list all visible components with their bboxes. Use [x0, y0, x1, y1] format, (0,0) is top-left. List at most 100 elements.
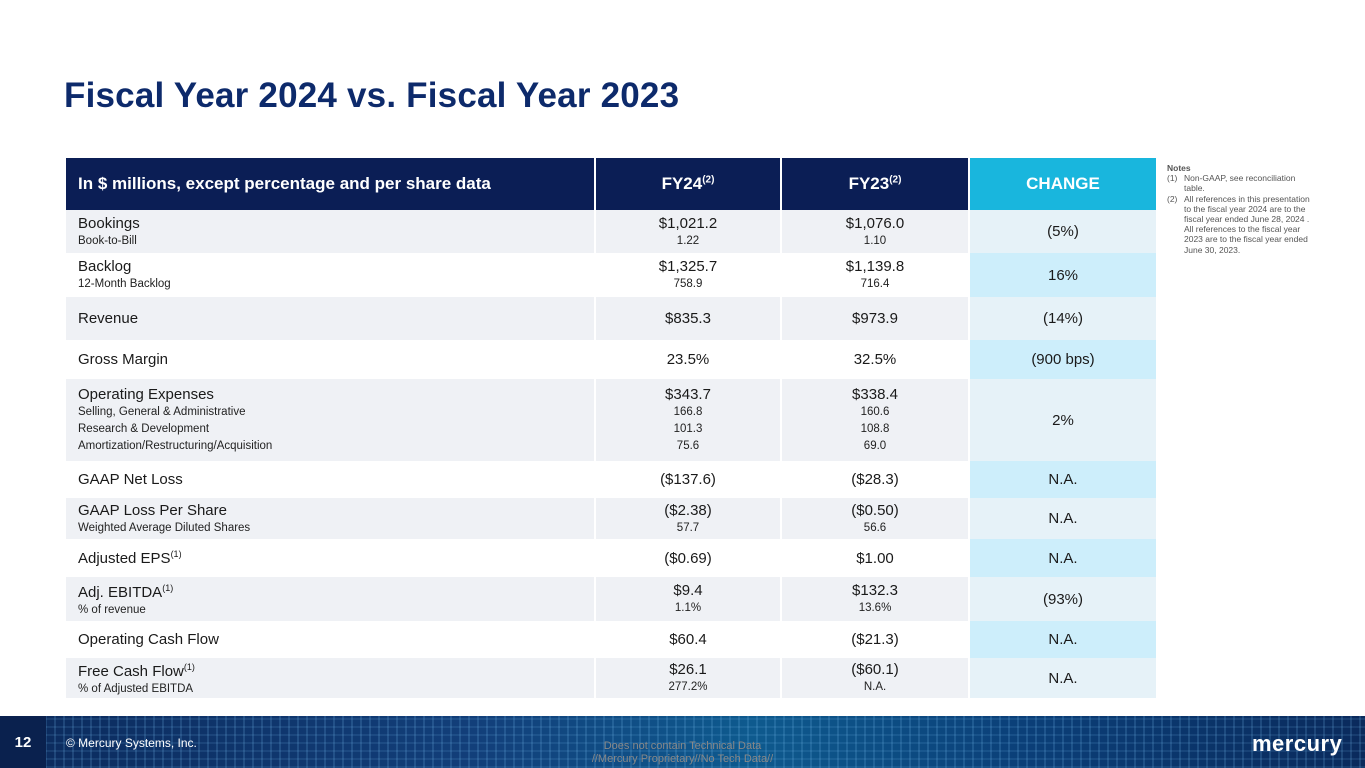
table-header-row: In $ millions, except percentage and per… — [66, 158, 1156, 210]
fy24-sub-value: 277.2% — [668, 681, 708, 693]
row-label: Backlog — [78, 258, 132, 275]
fy24-cell: $9.4 1.1% — [595, 577, 782, 621]
note-item: (1) Non-GAAP, see reconciliation table. — [1167, 173, 1317, 193]
row-label-cell: Free Cash Flow(1) % of Adjusted EBITDA — [66, 658, 596, 698]
footer-bar — [0, 716, 1365, 768]
fy23-value: $973.9 — [781, 297, 970, 340]
fy23-value: $1,139.8 — [845, 258, 905, 275]
table-row: GAAP Net Loss ($137.6) ($28.3) N.A. — [66, 461, 1156, 498]
note-number: (2) — [1167, 193, 1178, 204]
fy23-cell: ($0.50) 56.6 — [781, 498, 970, 539]
table-row: Operating Cash Flow $60.4 ($21.3) N.A. — [66, 621, 1156, 658]
change-value: N.A. — [969, 658, 1156, 698]
header-fy24-note: (2) — [702, 174, 715, 186]
fy23-value: $338.4 — [852, 386, 898, 403]
footnote-ref: (1) — [183, 662, 195, 672]
sub-label: Selling, General & Administrative — [78, 406, 246, 418]
fy24-sub-value: 101.3 — [673, 423, 703, 435]
fy23-sub-value: 160.6 — [860, 406, 890, 418]
note-item: (2) All references in this presentation … — [1167, 194, 1317, 255]
fy24-cell: ($2.38) 57.7 — [595, 498, 782, 539]
fy23-sub-value: 108.8 — [860, 423, 890, 435]
row-label-line: Adj. EBITDA(1) — [78, 579, 594, 602]
fy23-cell: $1,139.8 716.4 — [781, 253, 970, 297]
classification-line-2: //Mercury Proprietary//No Tech Data// — [591, 753, 774, 765]
row-label: Operating Expenses — [78, 386, 214, 403]
fy23-sub-value: 13.6% — [858, 602, 892, 614]
fy24-value: ($137.6) — [595, 461, 782, 498]
row-label: Free Cash Flow — [78, 663, 184, 680]
fy24-sub-value: 57.7 — [676, 521, 700, 534]
sub-label: Amortization/Restructuring/Acquisition — [78, 440, 273, 452]
fy23-cell: $338.4 160.6 108.8 69.0 — [781, 379, 970, 461]
fy23-sub-value: N.A. — [863, 681, 887, 693]
footer-pattern — [0, 716, 1365, 768]
sub-label: Research & Development — [78, 423, 210, 435]
change-value: 16% — [969, 253, 1156, 297]
row-label-line: Free Cash Flow(1) — [78, 658, 594, 681]
note-text: Non-GAAP, see reconciliation table. — [1184, 173, 1296, 194]
table-row: Free Cash Flow(1) % of Adjusted EBITDA $… — [66, 658, 1156, 698]
note-number: (1) — [1167, 173, 1178, 184]
change-value: (93%) — [969, 577, 1156, 621]
fy24-value: $343.7 — [665, 386, 711, 403]
fy23-value: $1,076.0 — [845, 214, 905, 232]
table-row: Bookings Book-to-Bill $1,021.2 1.22 $1,0… — [66, 210, 1156, 253]
header-fy24-text: FY24 — [661, 174, 703, 193]
fy24-sub-value: 1.22 — [676, 234, 700, 247]
table-row: Backlog 12-Month Backlog $1,325.7 758.9 … — [66, 253, 1156, 297]
classification-marking: Does not contain Technical Data //Mercur… — [560, 740, 805, 766]
row-label: Operating Cash Flow — [66, 621, 596, 658]
footnotes: Notes (1) Non-GAAP, see reconciliation t… — [1167, 163, 1317, 255]
change-value: (5%) — [969, 210, 1156, 253]
mercury-logo: mercury — [1252, 731, 1343, 756]
row-label-cell: Adjusted EPS(1) — [66, 539, 596, 577]
fy24-value: $26.1 — [669, 661, 707, 678]
row-label: Bookings — [78, 214, 140, 232]
row-label-cell: Backlog 12-Month Backlog — [66, 253, 596, 297]
sub-label: % of revenue — [78, 604, 146, 616]
footnote-ref: (1) — [162, 583, 174, 593]
change-value: N.A. — [969, 498, 1156, 539]
fy24-value: $835.3 — [595, 297, 782, 340]
change-value: N.A. — [969, 621, 1156, 658]
fy23-value: ($60.1) — [851, 661, 899, 678]
fy24-sub-value: 75.6 — [676, 440, 700, 452]
change-value: N.A. — [969, 461, 1156, 498]
header-fy24: FY24(2) — [595, 158, 782, 210]
row-label-cell: Operating Expenses Selling, General & Ad… — [66, 379, 596, 461]
sub-label: Weighted Average Diluted Shares — [78, 521, 251, 534]
table-row: Adj. EBITDA(1) % of revenue $9.4 1.1% $1… — [66, 577, 1156, 621]
fy24-value: $60.4 — [595, 621, 782, 658]
fy23-value: ($28.3) — [781, 461, 970, 498]
page-title: Fiscal Year 2024 vs. Fiscal Year 2023 — [64, 76, 680, 115]
fy23-sub-value: 56.6 — [863, 521, 887, 534]
row-label: Adj. EBITDA — [78, 584, 163, 601]
header-fy23: FY23(2) — [781, 158, 970, 210]
fy23-cell: ($60.1) N.A. — [781, 658, 970, 698]
fy24-sub-value: 1.1% — [674, 602, 702, 614]
row-label-cell: Bookings Book-to-Bill — [66, 210, 596, 253]
fy23-sub-value: 69.0 — [863, 440, 887, 452]
note-text: All references in this presentation to t… — [1184, 193, 1310, 255]
fy23-cell: $1,076.0 1.10 — [781, 210, 970, 253]
header-fy23-note: (2) — [889, 174, 902, 186]
change-value: (900 bps) — [969, 340, 1156, 379]
fy24-cell: $1,021.2 1.22 — [595, 210, 782, 253]
table-row: Adjusted EPS(1) ($0.69) $1.00 N.A. — [66, 539, 1156, 577]
fy24-cell: $1,325.7 758.9 — [595, 253, 782, 297]
row-label: Adjusted EPS — [78, 550, 171, 567]
fy23-value: 32.5% — [781, 340, 970, 379]
fy24-value: $1,021.2 — [658, 214, 718, 232]
fy24-sub-value: 758.9 — [673, 278, 703, 290]
change-value: (14%) — [969, 297, 1156, 340]
fy24-value: ($0.69) — [595, 539, 782, 577]
fy23-value: $132.3 — [852, 582, 898, 599]
row-label: Gross Margin — [66, 340, 596, 379]
table-row: Gross Margin 23.5% 32.5% (900 bps) — [66, 340, 1156, 379]
row-label-cell: GAAP Loss Per Share Weighted Average Dil… — [66, 498, 596, 539]
fy24-cell: $343.7 166.8 101.3 75.6 — [595, 379, 782, 461]
row-label-cell: Adj. EBITDA(1) % of revenue — [66, 577, 596, 621]
fy23-value: $1.00 — [781, 539, 970, 577]
fy23-sub-value: 1.10 — [863, 234, 887, 247]
